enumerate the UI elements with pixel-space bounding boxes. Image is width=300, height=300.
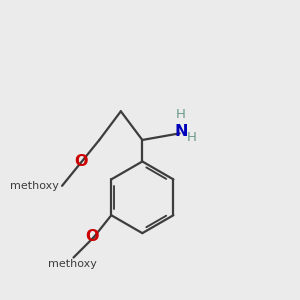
Text: H: H (176, 108, 186, 121)
Text: O: O (74, 154, 88, 169)
Text: methoxy: methoxy (48, 259, 97, 269)
Text: N: N (174, 124, 188, 140)
Text: O: O (85, 229, 99, 244)
Text: H: H (187, 131, 196, 144)
Text: methoxy: methoxy (10, 181, 58, 191)
